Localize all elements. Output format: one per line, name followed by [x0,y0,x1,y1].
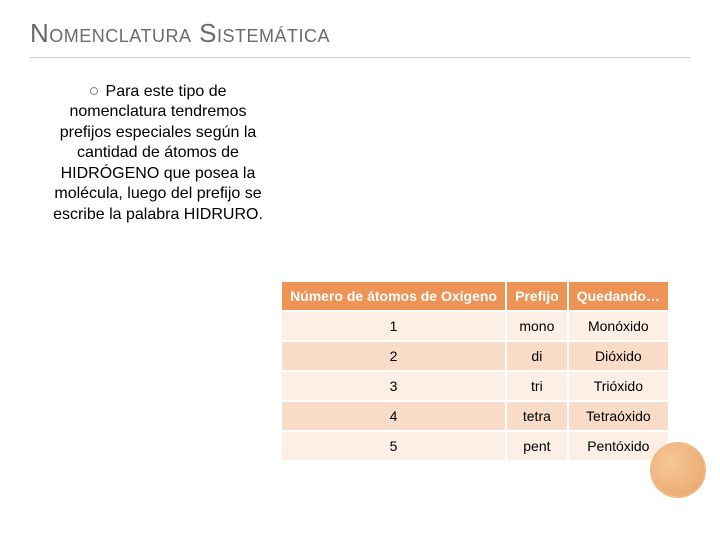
col-header-atoms: Número de átomos de Oxígeno [281,281,506,311]
cell-atoms: 2 [281,341,506,371]
table-row: 5 pent Pentóxido [281,431,669,461]
cell-result: Tetraóxido [568,401,669,431]
cell-prefix: tri [506,371,568,401]
cell-result: Monóxido [568,311,669,341]
cell-atoms: 5 [281,431,506,461]
table-row: 3 tri Trióxido [281,371,669,401]
cell-prefix: mono [506,311,568,341]
cell-prefix: di [506,341,568,371]
table-row: 1 mono Monóxido [281,311,669,341]
cell-result: Trióxido [568,371,669,401]
cell-atoms: 1 [281,311,506,341]
prefix-table-wrap: Número de átomos de Oxígeno Prefijo Qued… [280,280,670,462]
cell-prefix: tetra [506,401,568,431]
paragraph-block: Para este tipo de nomenclatura tendremos… [48,82,268,225]
cell-atoms: 4 [281,401,506,431]
cell-prefix: pent [506,431,568,461]
cell-atoms: 3 [281,371,506,401]
paragraph-text: Para este tipo de nomenclatura tendremos… [53,83,263,223]
cell-result: Dióxido [568,341,669,371]
decorative-circle-icon [650,442,706,498]
content-area: Para este tipo de nomenclatura tendremos… [0,58,720,518]
col-header-result: Quedando… [568,281,669,311]
prefix-table: Número de átomos de Oxígeno Prefijo Qued… [280,280,670,462]
col-header-prefix: Prefijo [506,281,568,311]
table-row: 2 di Dióxido [281,341,669,371]
bullet-icon [90,87,98,95]
slide-title: Nomenclatura Sistemática [0,0,720,57]
table-row: 4 tetra Tetraóxido [281,401,669,431]
table-header-row: Número de átomos de Oxígeno Prefijo Qued… [281,281,669,311]
